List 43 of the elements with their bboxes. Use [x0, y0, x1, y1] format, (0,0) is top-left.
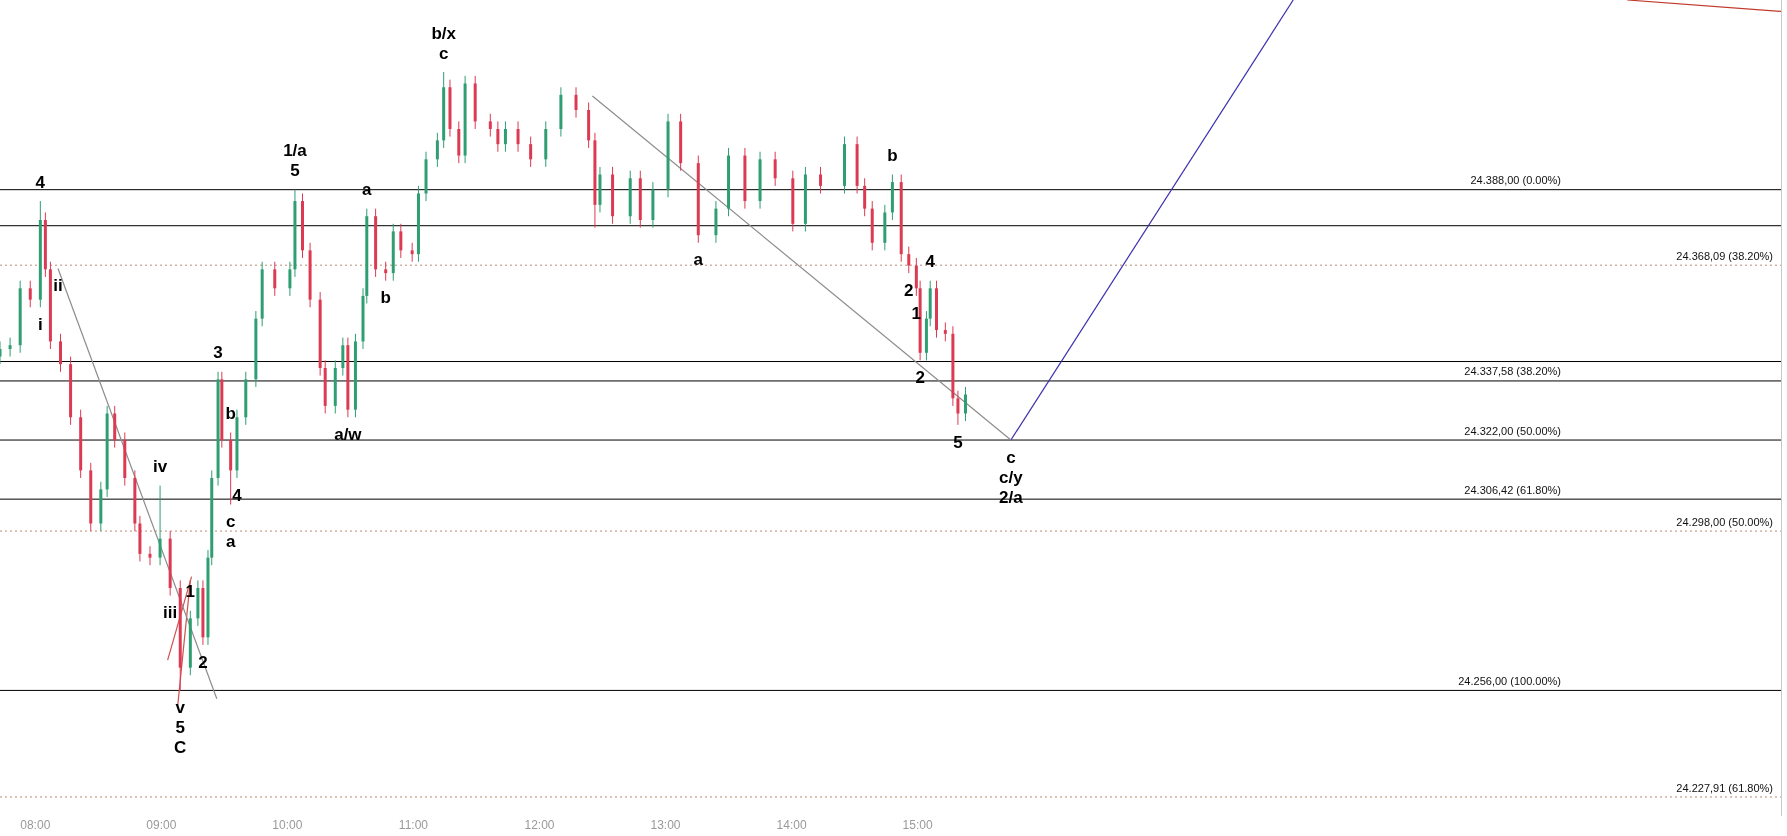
x-tick-label: 10:00 [272, 818, 303, 833]
annotation: b [380, 288, 391, 308]
ref-line-label: 24.306,42 (61.80%) [1464, 483, 1562, 496]
ref-line-label: 24.322,00 (50.00%) [1464, 424, 1562, 437]
annotation: 5 [175, 718, 185, 738]
annotation: c [225, 512, 236, 532]
annotation: v [175, 698, 186, 718]
annotation: i [37, 314, 43, 334]
annotation: 1 [185, 582, 196, 602]
ref-line-label: 24.256,00 (100.00%) [1458, 674, 1562, 687]
ref-line-label: 24.388,00 (0.00%) [1470, 174, 1562, 187]
annotation: a/w [334, 424, 363, 444]
annotation: 3 [213, 343, 223, 363]
annotation: 5 [953, 432, 963, 452]
ref-line-label: 24.368,09 (38.20%) [1676, 249, 1774, 262]
annotation: c [438, 43, 449, 63]
annotation: 1/a [283, 141, 308, 161]
x-tick-label: 12:00 [524, 818, 555, 833]
annotation: 2 [198, 652, 208, 672]
x-tick-label: 09:00 [146, 818, 177, 833]
annotation: c [1006, 447, 1016, 467]
annotation: 4 [925, 252, 936, 272]
annotation: a [225, 532, 236, 552]
x-tick-label: 14:00 [776, 818, 807, 833]
x-tick-label: 13:00 [650, 818, 681, 833]
annotation: 2 [904, 280, 914, 300]
annotation: c/y [999, 467, 1024, 487]
annotation: iv [152, 457, 168, 477]
ref-line-label: 24.298,00 (50.00%) [1676, 515, 1774, 528]
annotation: ii [53, 276, 63, 296]
annotation: b/x [431, 23, 457, 43]
annotation: b [887, 146, 898, 166]
x-tick-label: 08:00 [20, 818, 51, 833]
annotation: C [174, 738, 187, 758]
annotation: 5 [290, 161, 300, 181]
annotation: a [693, 250, 704, 270]
annotation: iii [163, 603, 178, 623]
ref-line-label: 24.227,91 (61.80%) [1676, 781, 1774, 794]
x-tick-label: 15:00 [902, 818, 933, 833]
annotation: b [225, 404, 236, 424]
ref-line-label: 24.337,58 (38.20%) [1464, 365, 1562, 378]
annotation: 4 [35, 172, 46, 192]
x-tick-label: 11:00 [398, 818, 429, 833]
